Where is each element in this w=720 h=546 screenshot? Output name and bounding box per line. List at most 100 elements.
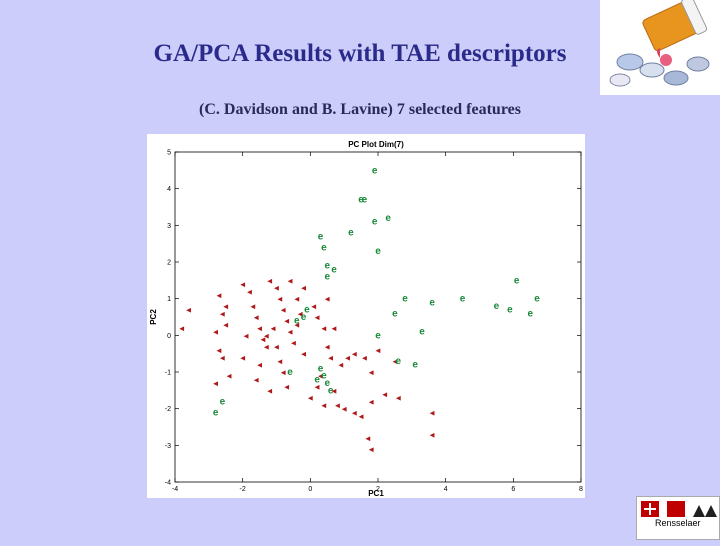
red-class-point: ◄	[215, 346, 223, 355]
y-tick-label: -1	[165, 370, 171, 377]
red-class-point: ◄	[320, 401, 328, 410]
plot-area: PC Plot Dim(7) -4 -2 0 2 4 6 8 -4 -3 -2 -1 0 1 2 3 4 5 ◄…	[147, 134, 585, 498]
red-class-point: ◄	[330, 386, 338, 395]
red-class-point: ◄	[286, 328, 294, 337]
green-class-point: e	[494, 301, 500, 312]
logo-shield-right	[667, 501, 685, 517]
red-class-point: ◄	[391, 357, 399, 366]
red-class-point: ◄	[276, 295, 284, 304]
red-class-point: ◄	[428, 408, 436, 417]
red-class-point: ◄	[367, 397, 375, 406]
red-class-point: ◄	[374, 346, 382, 355]
red-class-point: ◄	[367, 445, 375, 454]
red-class-point: ◄	[283, 383, 291, 392]
red-class-point: ◄	[222, 302, 230, 311]
green-class-point: e	[375, 330, 381, 341]
red-class-point: ◄	[357, 412, 365, 421]
red-class-point: ◄	[212, 379, 220, 388]
green-class-point: e	[392, 308, 398, 319]
chart-title: PC Plot Dim(7)	[348, 140, 404, 149]
red-class-point: ◄	[340, 405, 348, 414]
y-tick-label: -2	[165, 406, 171, 413]
red-class-point: ◄	[245, 287, 253, 296]
red-class-point: ◄	[262, 331, 270, 340]
logo-wordmark: Rensselaer	[655, 518, 701, 528]
logo-mark	[641, 501, 717, 517]
red-class-point: ◄	[330, 324, 338, 333]
red-class-point: ◄	[279, 368, 287, 377]
pill	[660, 54, 672, 66]
red-class-point: ◄	[293, 295, 301, 304]
red-class-point: ◄	[296, 309, 304, 318]
rensselaer-logo: Rensselaer	[636, 496, 720, 540]
green-class-point: e	[385, 213, 391, 224]
red-class-point: ◄	[310, 302, 318, 311]
green-class-point: e	[460, 294, 466, 305]
green-class-point: e	[220, 396, 226, 407]
green-class-point: e	[412, 360, 418, 371]
pill	[663, 70, 689, 86]
red-class-point: ◄	[222, 320, 230, 329]
red-class-point: ◄	[212, 328, 220, 337]
red-class-point: ◄	[367, 368, 375, 377]
red-class-point: ◄	[350, 350, 358, 359]
red-class-point: ◄	[293, 320, 301, 329]
x-tick-label: -4	[172, 486, 178, 493]
red-class-point: ◄	[185, 306, 193, 315]
red-class-point: ◄	[283, 317, 291, 326]
red-class-point: ◄	[239, 280, 247, 289]
red-class-point: ◄	[313, 313, 321, 322]
y-tick-label: 4	[167, 186, 171, 193]
green-class-point: e	[331, 264, 337, 275]
green-class-point: e	[314, 374, 320, 385]
pills-picture	[609, 0, 710, 87]
red-class-point: ◄	[337, 361, 345, 370]
red-class-point: ◄	[262, 342, 270, 351]
red-class-point: ◄	[361, 353, 369, 362]
green-class-point: e	[362, 195, 368, 206]
y-tick-label: 2	[167, 260, 171, 267]
pill	[616, 53, 644, 71]
red-class-point: ◄	[259, 335, 267, 344]
green-class-point: e	[324, 261, 330, 272]
y-tick-label: -4	[165, 480, 171, 487]
red-class-point: ◄	[344, 353, 352, 362]
green-class-point: e	[372, 165, 378, 176]
pill	[639, 62, 665, 78]
green-class-point: e	[304, 305, 310, 316]
red-class-point: ◄	[273, 342, 281, 351]
green-class-point: e	[534, 294, 540, 305]
x-tick-label: 4	[444, 486, 448, 493]
red-class-point: ◄	[215, 291, 223, 300]
red-class-point: ◄	[252, 313, 260, 322]
red-class-point: ◄	[269, 324, 277, 333]
green-class-point: e	[507, 305, 513, 316]
red-class-point: ◄	[306, 394, 314, 403]
red-class-point: ◄	[394, 394, 402, 403]
pill-bottle-image	[600, 0, 720, 95]
slide-subtitle: (C. Davidson and B. Lavine) 7 selected f…	[199, 101, 521, 118]
green-class-point: e	[348, 228, 354, 239]
red-class-point: ◄	[242, 331, 250, 340]
green-class-point: e	[328, 385, 334, 396]
green-class-point: e	[419, 327, 425, 338]
logo-crown	[693, 505, 717, 517]
red-class-point: ◄	[323, 295, 331, 304]
red-class-point: ◄	[364, 434, 372, 443]
green-class-point: e	[324, 378, 330, 389]
green-class-point: e	[321, 242, 327, 253]
red-class-point: ◄	[313, 383, 321, 392]
green-class-point: e	[318, 363, 324, 374]
green-class-point: e	[321, 371, 327, 382]
red-class-point: ◄	[178, 324, 186, 333]
red-class-point: ◄	[286, 276, 294, 285]
green-class-point: e	[514, 275, 520, 286]
plot-frame	[174, 151, 582, 483]
green-class-point: e	[402, 294, 408, 305]
red-class-point: ◄	[327, 353, 335, 362]
green-class-point: e	[396, 356, 402, 367]
pill	[609, 73, 631, 87]
red-class-point: ◄	[225, 372, 233, 381]
green-class-point: e	[213, 407, 219, 418]
x-tick-label: 2	[376, 486, 380, 493]
